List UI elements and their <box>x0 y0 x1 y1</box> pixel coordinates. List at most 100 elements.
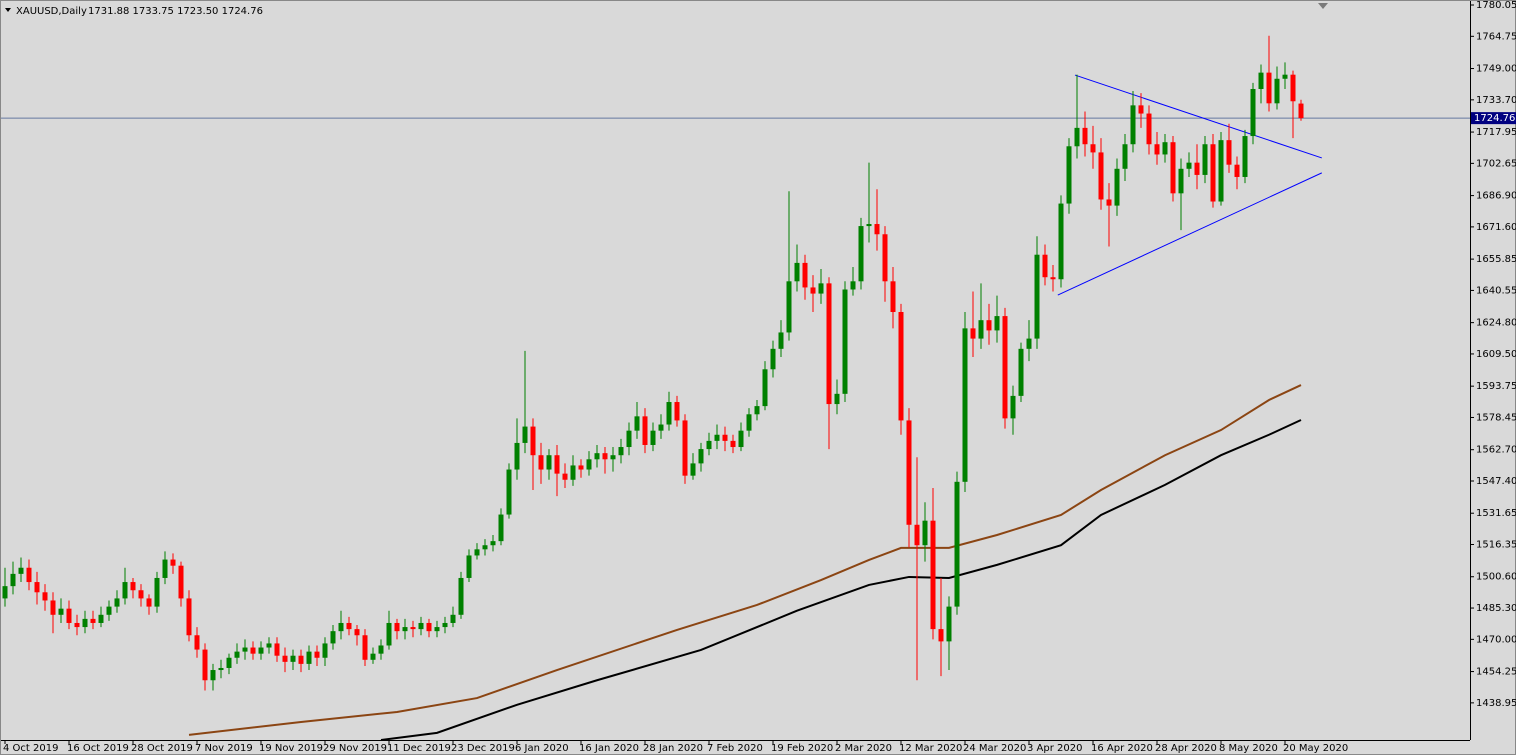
candle-body <box>50 600 56 615</box>
ohlc-info: 1731.88 1733.75 1723.50 1724.76 <box>88 6 263 17</box>
candle-body <box>298 655 304 664</box>
candle-body <box>586 459 592 470</box>
candle-body <box>2 586 8 599</box>
menu-arrow <box>5 8 11 12</box>
candle-body <box>1226 140 1232 165</box>
y-tick-label: 1702.65 <box>1476 158 1516 169</box>
x-tick-label: 7 Nov 2019 <box>195 743 253 754</box>
candle-body <box>634 416 640 431</box>
y-tick-label: 1547.40 <box>1476 476 1516 487</box>
candle-body <box>826 283 832 405</box>
candle-body <box>482 545 488 550</box>
candle-body <box>522 426 528 443</box>
candle-body <box>386 622 392 646</box>
x-tick-label: 6 Jan 2020 <box>515 743 569 754</box>
candle-body <box>914 524 920 546</box>
candle-body <box>202 649 208 681</box>
x-tick-label: 16 Oct 2019 <box>67 743 129 754</box>
y-tick-label: 1531.65 <box>1476 508 1516 519</box>
candle-body <box>306 651 312 664</box>
candle-body <box>314 651 320 658</box>
trendline <box>1057 172 1323 296</box>
candle-body <box>1274 78 1280 104</box>
candle-body <box>1138 105 1144 114</box>
y-tick-label: 1578.45 <box>1476 412 1516 423</box>
candle-body <box>442 622 448 628</box>
candle-body <box>210 670 216 681</box>
candle-body <box>514 442 520 470</box>
candle-body <box>354 629 360 636</box>
candle-body <box>1098 152 1104 200</box>
x-tick-label: 19 Nov 2019 <box>259 743 323 754</box>
candle-body <box>834 393 840 405</box>
y-tick-label: 1749.00 <box>1476 64 1516 75</box>
candle-body <box>1266 72 1272 104</box>
candle-body <box>882 234 888 282</box>
candle-body <box>754 406 760 415</box>
x-tick-label: 7 Feb 2020 <box>707 743 763 754</box>
y-tick-label: 1733.70 <box>1476 95 1516 106</box>
candle-body <box>434 627 440 632</box>
candle-body <box>714 434 720 441</box>
candle-body <box>1250 88 1256 137</box>
candle-body <box>706 440 712 450</box>
candle-body <box>818 283 824 294</box>
candle-body <box>866 224 872 227</box>
candle-body <box>562 473 568 480</box>
candle-body <box>1002 316 1008 419</box>
candle-body <box>90 618 96 623</box>
candle-body <box>850 281 856 290</box>
candle-body <box>530 426 536 456</box>
x-tick-label: 23 Dec 2019 <box>451 743 515 754</box>
candle-body <box>146 598 152 607</box>
candle-body <box>18 567 24 574</box>
candle-body <box>106 606 112 615</box>
y-tick-label: 1609.50 <box>1476 349 1516 360</box>
shift-marker <box>1318 3 1328 9</box>
candle-body <box>642 416 648 445</box>
candle-body <box>1194 162 1200 175</box>
candle-body <box>66 608 72 623</box>
candle-body <box>242 647 248 652</box>
candle-body <box>498 514 504 542</box>
candle-body <box>58 608 64 615</box>
candle-body <box>1050 277 1056 280</box>
candle-body <box>250 647 256 654</box>
candle-body <box>394 622 400 632</box>
candle-body <box>682 420 688 476</box>
candle-body <box>506 469 512 515</box>
candle-body <box>162 559 168 578</box>
candle-body <box>1106 199 1112 206</box>
candle-body <box>858 226 864 282</box>
candle-body <box>938 629 944 642</box>
candle-body <box>946 606 952 642</box>
candle-body <box>898 311 904 421</box>
y-tick-label: 1717.95 <box>1476 127 1516 138</box>
y-tick-label: 1485.30 <box>1476 603 1516 614</box>
candle-body <box>874 224 880 235</box>
x-tick-label: 19 Feb 2020 <box>771 743 833 754</box>
y-tick-label: 1516.35 <box>1476 540 1516 551</box>
moving-average <box>380 419 1302 740</box>
x-tick-label: 3 Apr 2020 <box>1027 743 1082 754</box>
candle-body <box>1090 144 1096 153</box>
candle-body <box>554 455 560 474</box>
candle-body <box>602 453 608 460</box>
candle-body <box>26 567 32 583</box>
candle-body <box>338 622 344 632</box>
candle-body <box>730 440 736 448</box>
candle-body <box>930 520 936 630</box>
candle-body <box>1058 203 1064 280</box>
candle-body <box>1290 74 1296 102</box>
plot-area <box>0 35 1470 740</box>
candle-body <box>490 541 496 546</box>
candle-body <box>226 657 232 668</box>
candle-body <box>218 667 224 671</box>
y-tick-label: 1470.00 <box>1476 634 1516 645</box>
y-tick-label: 1562.70 <box>1476 445 1516 456</box>
x-tick-label: 20 May 2020 <box>1283 743 1348 754</box>
x-tick-label: 28 Apr 2020 <box>1155 743 1217 754</box>
candle-body <box>258 647 264 654</box>
